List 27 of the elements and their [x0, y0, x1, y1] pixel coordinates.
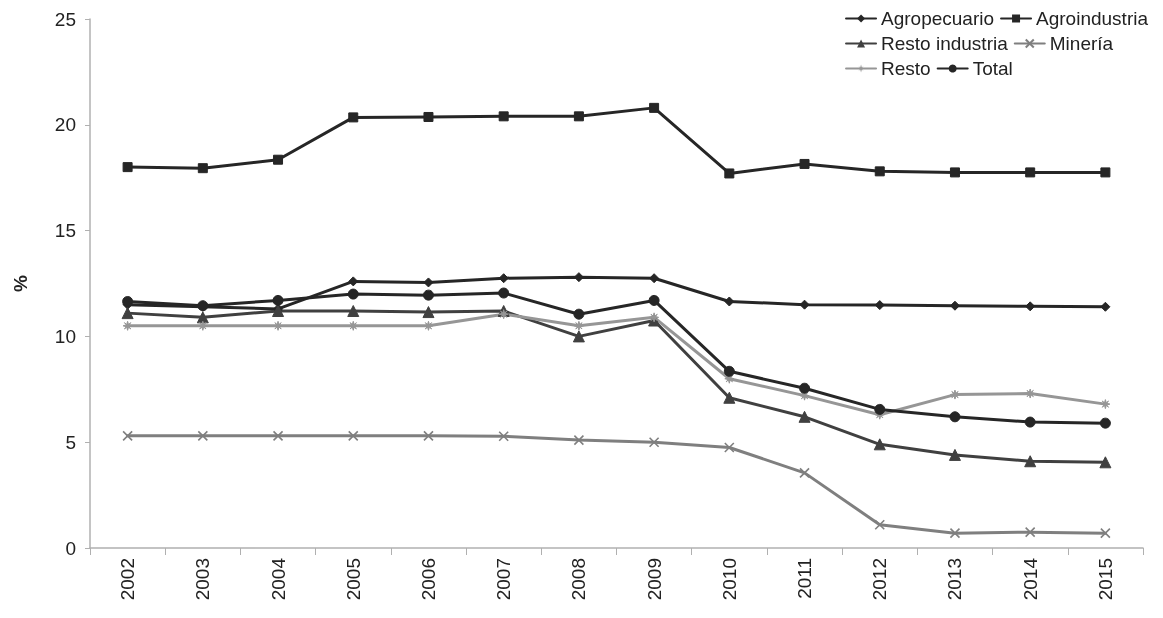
x-tick-label: 2012	[869, 558, 891, 601]
x-tick-label: 2007	[493, 558, 515, 601]
x-tick-label: 2009	[643, 558, 665, 601]
x-tick-label: 2005	[342, 558, 364, 601]
legend-label: Total	[972, 58, 1013, 79]
x-tick-label: 2008	[568, 558, 590, 601]
x-tick-label: 2004	[267, 557, 289, 601]
legend-label: Resto industria	[881, 33, 1009, 54]
y-tick-label: 10	[54, 325, 76, 347]
y-tick-label: 20	[54, 114, 76, 136]
x-tick-label: 2006	[417, 558, 439, 601]
x-tick-label: 2010	[718, 558, 740, 601]
legend-label: Minería	[1049, 33, 1114, 54]
y-tick-label: 5	[65, 431, 76, 453]
x-tick-label: 2002	[117, 558, 139, 601]
x-tick-label: 2013	[944, 558, 966, 601]
y-axis-title: %	[10, 274, 31, 292]
legend-label: Resto	[881, 58, 931, 79]
y-tick-label: 15	[54, 220, 76, 242]
y-tick-label: 25	[54, 8, 76, 30]
legend-label: Agroindustria	[1036, 8, 1149, 29]
legend-label: Agropecuario	[881, 8, 995, 29]
y-tick-label: 0	[65, 537, 76, 559]
x-tick-label: 2014	[1019, 557, 1041, 601]
x-tick-label: 2003	[192, 558, 214, 601]
x-tick-label: 2015	[1094, 558, 1116, 601]
x-tick-label: 2011	[794, 558, 816, 599]
